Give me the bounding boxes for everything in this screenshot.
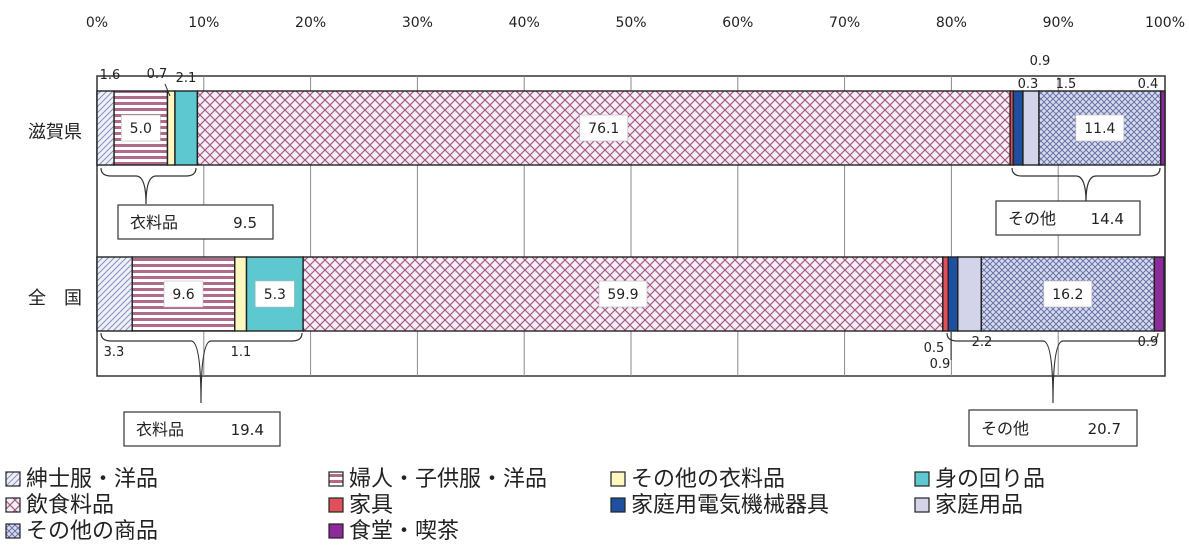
data-label: 0.7 [147,67,168,82]
brace [100,167,197,205]
data-label: 3.3 [104,345,125,360]
data-label-box [1075,114,1125,142]
data-label: 0.9 [1138,335,1159,350]
data-label: 9.6 [172,287,194,303]
legend-item-label: 家庭用品 [935,493,1023,518]
data-label: 0.4 [1138,77,1159,92]
group-annotation-value: 20.7 [1088,420,1121,438]
data-label: 1.5 [1056,77,1077,92]
group-annotation-value: 9.5 [233,214,257,232]
legend-item-label: 飲食料品 [26,493,114,518]
legend-swatch [610,497,626,513]
legend-swatch [610,471,626,487]
x-tick-label: 70% [829,15,860,31]
x-tick-label: 100% [1145,15,1185,31]
legend-item-label: 家庭用電気機械器具 [631,493,829,518]
x-tick-label: 30% [402,15,433,31]
category-label: 滋賀県 [28,122,82,143]
bar-segment [234,256,248,332]
brace [946,332,1159,404]
data-label: 1.1 [231,345,252,360]
legend-swatch [914,471,930,487]
data-label-box [163,280,204,308]
legend-item-label: その他の衣料品 [631,467,785,492]
group-annotation-value: 19.4 [231,421,264,439]
data-label-box [120,114,161,142]
legend-item-label: その他の商品 [26,519,158,544]
group-annotation-value: 14.4 [1091,210,1124,228]
bar-segment [96,256,133,332]
leader-line [164,83,171,97]
data-label: 5.0 [130,121,152,137]
bar-segment [166,90,176,166]
legend-item-label: 婦人・子供服・洋品 [349,467,547,492]
group-annotation-label: その他 [981,419,1029,438]
data-label: 11.4 [1084,121,1115,137]
bar-segment [1160,90,1166,166]
x-tick-label: 0% [86,15,108,31]
data-label: 1.6 [100,68,121,83]
brace [100,332,303,404]
bar-segment [1012,90,1024,166]
group-annotation-box [968,409,1138,447]
data-label: 0.3 [1018,77,1039,92]
data-label: 59.9 [607,287,638,303]
x-tick-label: 10% [188,15,219,31]
group-annotation-box [117,204,274,240]
legend-swatch [914,497,930,513]
legend-item-label: 食堂・喫茶 [349,519,459,544]
x-tick-label: 90% [1043,15,1074,31]
legend-item-label: 家具 [349,493,393,518]
x-tick-label: 20% [295,15,326,31]
legend-swatch [328,471,344,487]
bar-segment [174,90,199,166]
legend-swatch [5,471,21,487]
legend-swatch [5,497,21,513]
legend-swatch [328,523,344,539]
data-label-box [255,280,295,308]
group-annotation-label: その他 [1008,209,1056,228]
data-label: 16.2 [1052,287,1083,303]
bar-segment [1022,90,1040,166]
group-annotation-label: 衣料品 [136,420,184,439]
group-annotation-box [123,411,281,447]
data-label: 5.3 [264,287,286,303]
data-label: 0.9 [1030,54,1051,69]
x-tick-label: 80% [936,15,967,31]
category-label: 全 国 [28,288,82,309]
bar-segment [957,256,983,332]
bar-segment [947,256,959,332]
data-label: 2.2 [972,335,993,350]
legend-item-label: 紳士服・洋品 [26,467,158,492]
data-label: 0.9 [930,357,951,372]
data-label-box [1043,280,1093,308]
bar-segment [1153,256,1165,332]
annotation-layer: 衣料品 9.5 その他 14.4 衣料品 19.4 その他 20.7 [100,167,1161,447]
brace [1011,167,1161,203]
x-tick-label: 60% [722,15,753,31]
legend-item-label: 身の回り品 [935,467,1045,492]
group-annotation-label: 衣料品 [130,213,178,232]
legend-swatch [328,497,344,513]
data-label: 76.1 [588,121,619,137]
data-label-box [579,114,629,142]
data-label: 0.5 [924,341,945,356]
x-tick-label: 50% [615,15,646,31]
data-label: 2.1 [176,71,197,86]
legend-swatch [5,523,21,539]
x-tick-label: 40% [509,15,540,31]
group-annotation-box [995,200,1141,236]
data-label-box [598,280,648,308]
bar-segment [96,90,115,166]
bar-segment [942,256,949,332]
